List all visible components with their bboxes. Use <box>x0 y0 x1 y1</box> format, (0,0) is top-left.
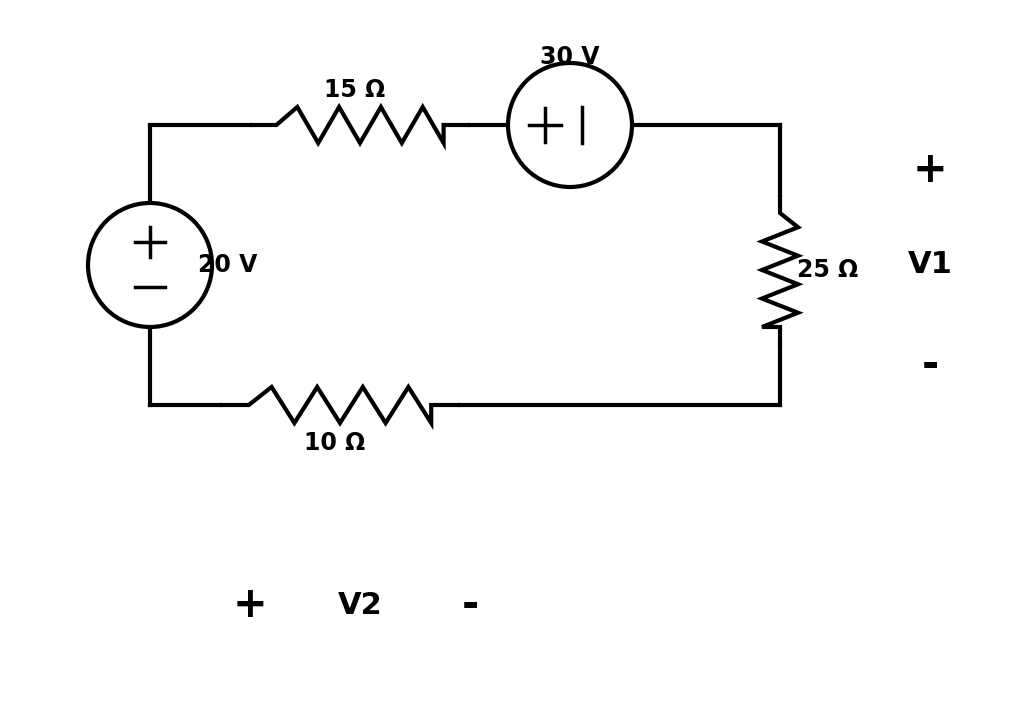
Text: 10 Ω: 10 Ω <box>304 431 366 455</box>
Text: -: - <box>922 344 939 386</box>
Text: V2: V2 <box>338 591 382 620</box>
Text: +: + <box>232 584 267 626</box>
Text: 15 Ω: 15 Ω <box>325 78 386 102</box>
Text: 20 V: 20 V <box>199 253 258 277</box>
Text: 25 Ω: 25 Ω <box>798 258 858 282</box>
Text: +: + <box>912 149 947 191</box>
Circle shape <box>88 203 212 327</box>
Text: V1: V1 <box>907 250 952 279</box>
Text: 30 V: 30 V <box>541 45 600 69</box>
Text: -: - <box>462 584 478 626</box>
Circle shape <box>508 63 632 187</box>
